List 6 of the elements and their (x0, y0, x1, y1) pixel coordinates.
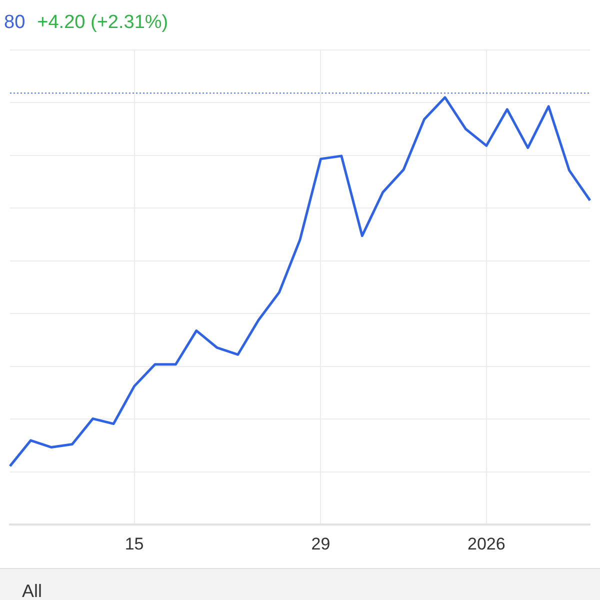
text: +4.20 (+2.31%) (37, 12, 168, 33)
text: 80 (4, 12, 26, 33)
text: All (22, 581, 42, 600)
x-tick-label: 2026 (468, 534, 506, 554)
x-tick-label: 29 (311, 534, 330, 554)
x-tick-label: 15 (124, 534, 144, 554)
